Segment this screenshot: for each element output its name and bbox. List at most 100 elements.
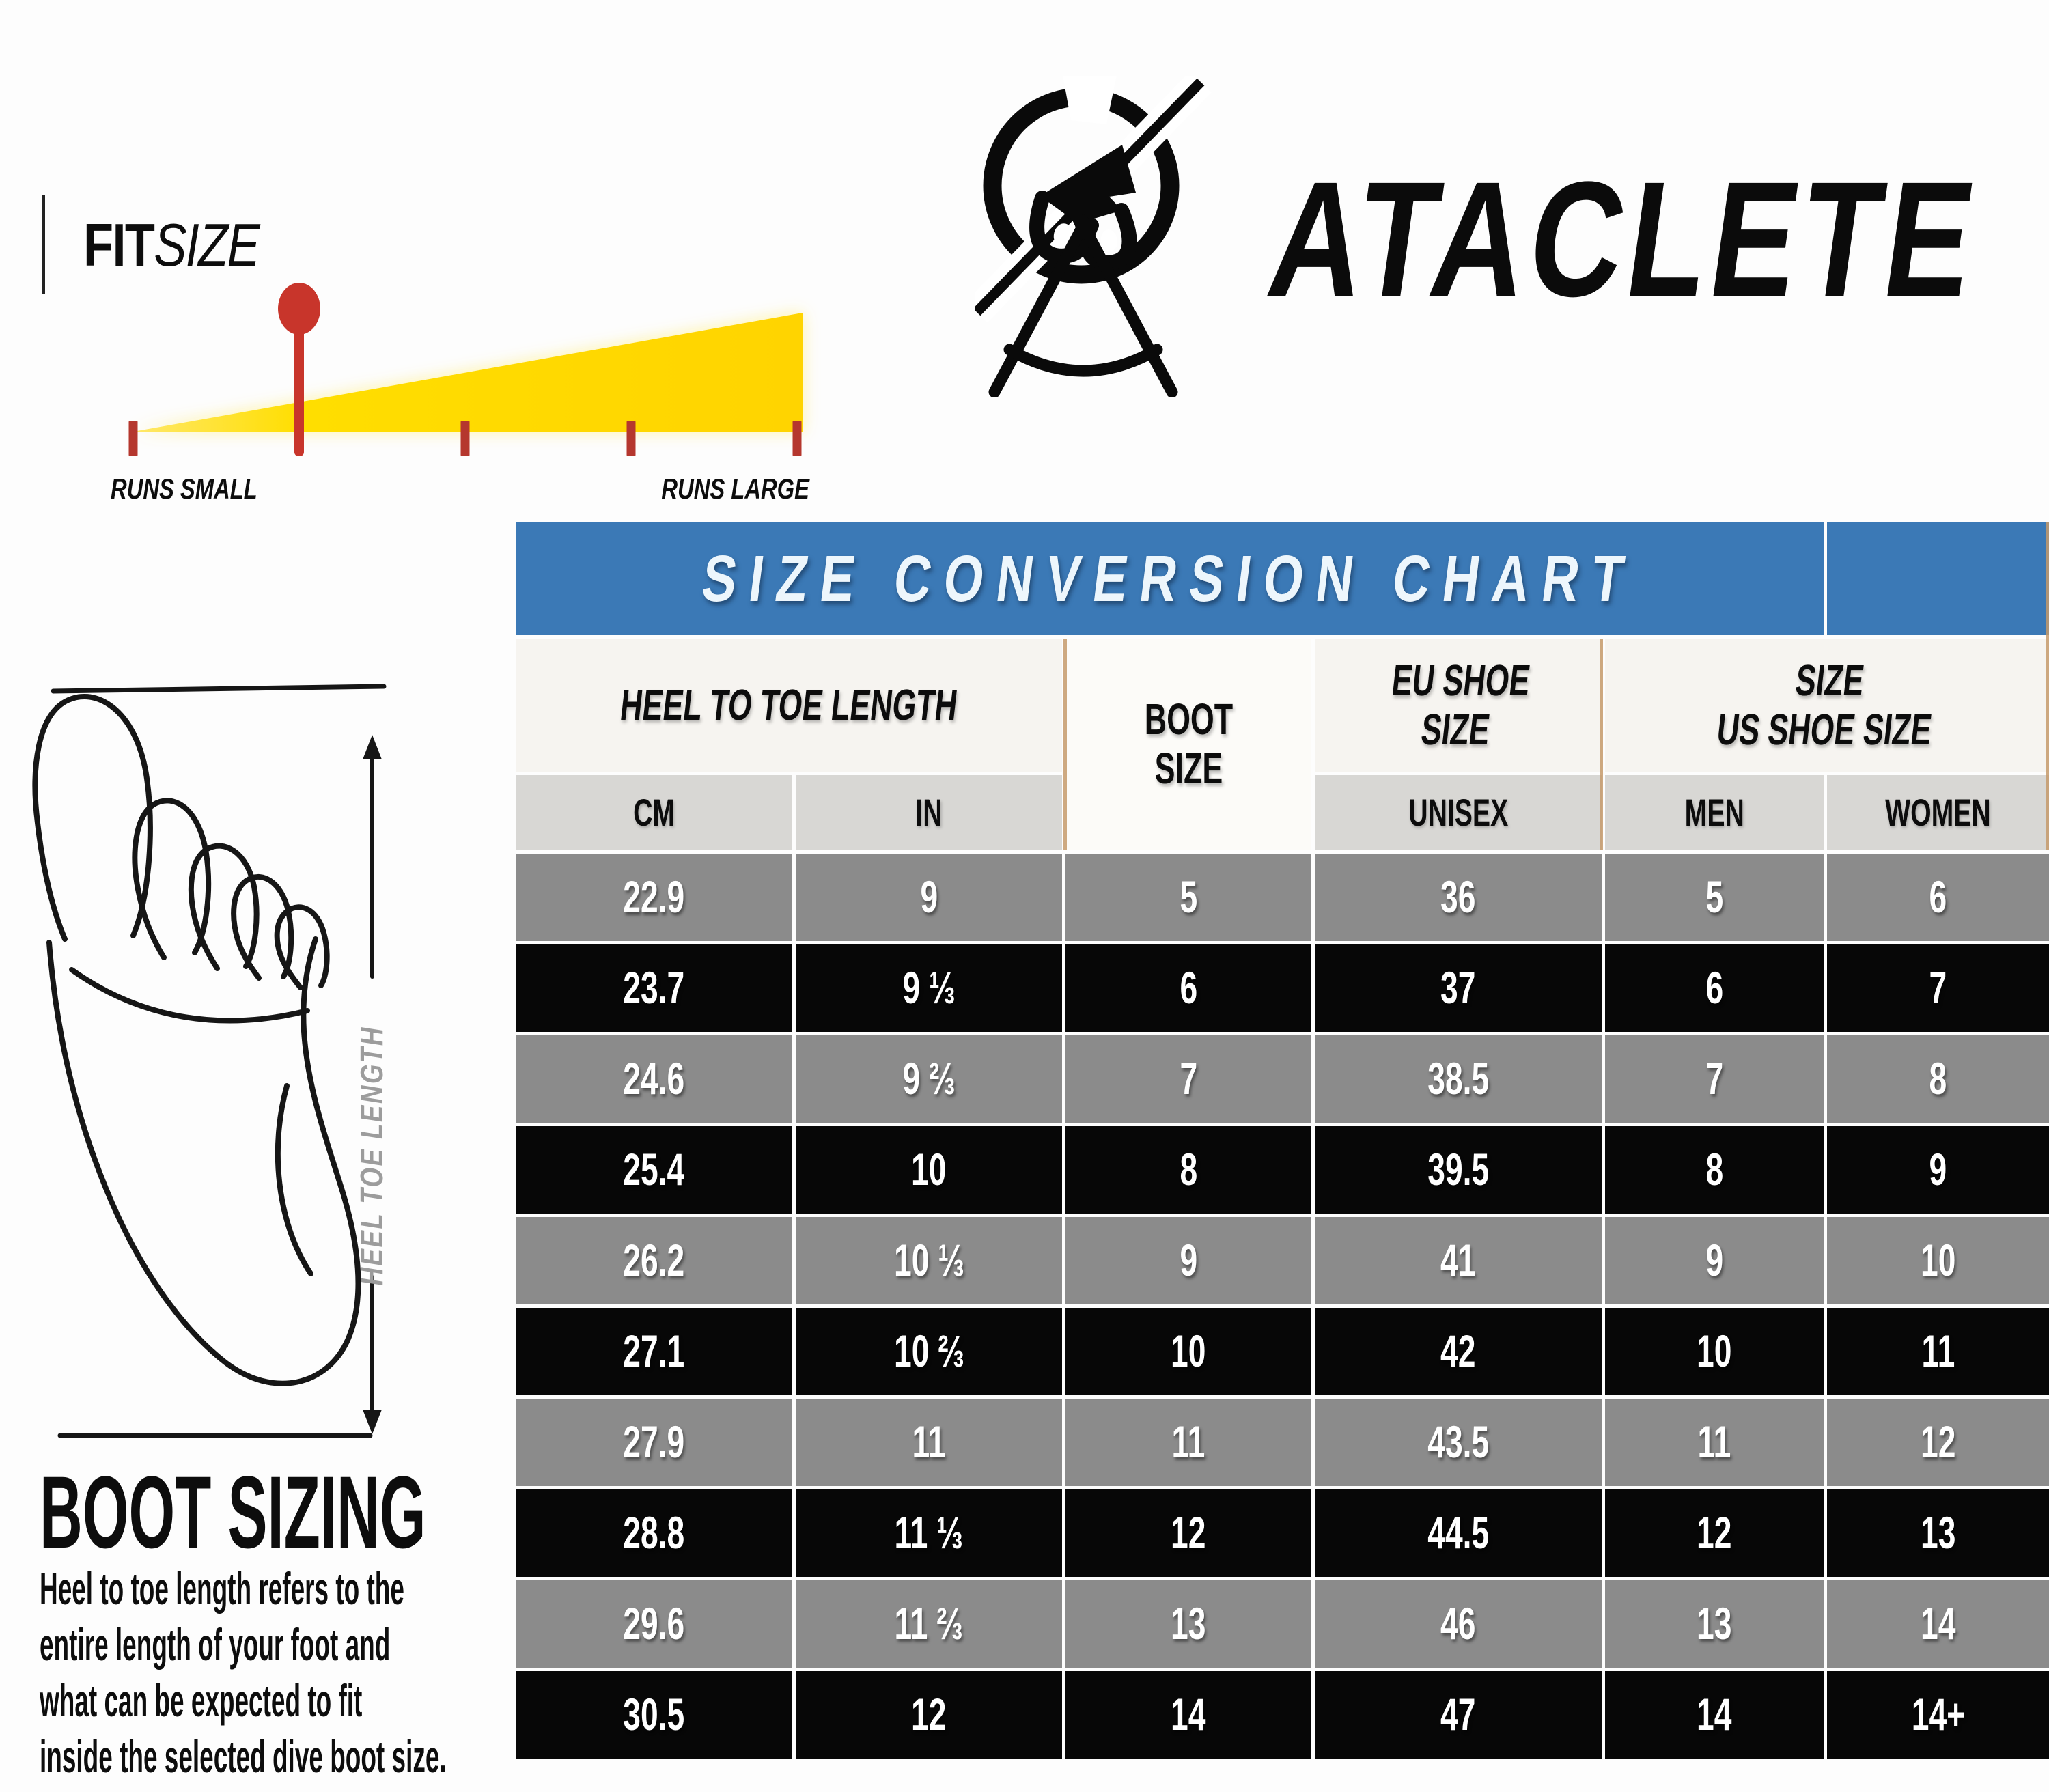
table-cell: 9 xyxy=(1605,1217,1824,1304)
chart-banner-right-segment xyxy=(1827,522,2049,635)
table-cell: 29.6 xyxy=(516,1580,792,1668)
table-cell: 12 xyxy=(796,1671,1062,1759)
table-cell-value: 8 xyxy=(1929,1053,1947,1104)
table-cell-value: 9 xyxy=(1180,1235,1197,1286)
table-cell: 36 xyxy=(1315,854,1602,941)
table-cell-value: 26.2 xyxy=(623,1235,685,1286)
table-cell: 46 xyxy=(1315,1580,1602,1668)
table-cell: 38.5 xyxy=(1315,1035,1602,1123)
chart-title-banner: SIZE CONVERSION CHART xyxy=(516,522,1824,635)
table-cell-value: 25.4 xyxy=(623,1144,685,1195)
table-cell-value: 11 ⅓ xyxy=(894,1507,964,1558)
table-cell-value: 10 xyxy=(911,1144,947,1195)
header-us-shoe-size: SIZE US SHOE SIZE xyxy=(1605,639,2049,772)
table-cell-value: 7 xyxy=(1705,1053,1723,1104)
brand-wordmark: ATACLETE xyxy=(1259,148,1990,331)
table-cell-value: 14 xyxy=(1697,1689,1732,1740)
table-cell-value: 24.6 xyxy=(623,1053,685,1104)
table-cell-value: 22.9 xyxy=(623,871,685,923)
table-cell: 41 xyxy=(1315,1217,1602,1304)
table-cell-value: 28.8 xyxy=(623,1507,685,1558)
table-cell: 9 ⅓ xyxy=(796,944,1062,1032)
table-cell-value: 37 xyxy=(1440,962,1476,1013)
table-cell-value: 6 xyxy=(1929,871,1947,923)
table-cell: 7 xyxy=(1065,1035,1311,1123)
table-cell-value: 12 xyxy=(911,1689,947,1740)
table-cell: 26.2 xyxy=(516,1217,792,1304)
table-cell: 14+ xyxy=(1827,1671,2049,1759)
table-cell: 10 xyxy=(796,1126,1062,1214)
table-cell-value: 11 ⅔ xyxy=(894,1598,964,1649)
header-boot-size: BOOT SIZE xyxy=(1065,639,1311,850)
heel-toe-length-label: HEEL TOE LENGTH xyxy=(353,1004,391,1318)
table-cell: 7 xyxy=(1827,944,2049,1032)
heel-toe-length-text: HEEL TOE LENGTH xyxy=(354,1026,389,1286)
table-cell-value: 10 ⅓ xyxy=(893,1235,964,1286)
table-cell: 39.5 xyxy=(1315,1126,1602,1214)
table-right-edge-accent xyxy=(2046,522,2049,850)
table-cell: 25.4 xyxy=(516,1126,792,1214)
fit-gauge-graphic xyxy=(128,283,803,456)
table-cell-value: 10 ⅔ xyxy=(893,1326,964,1377)
table-cell: 9 ⅔ xyxy=(796,1035,1062,1123)
table-cell: 12 xyxy=(1065,1489,1311,1577)
table-cell: 11 ⅓ xyxy=(796,1489,1062,1577)
table-cell-value: 36 xyxy=(1440,871,1476,923)
table-cell: 22.9 xyxy=(516,854,792,941)
table-cell: 12 xyxy=(1827,1399,2049,1486)
top-measure-line xyxy=(51,684,387,694)
table-cell: 8 xyxy=(1827,1035,2049,1123)
table-cell: 5 xyxy=(1605,854,1824,941)
table-cell: 5 xyxy=(1065,854,1311,941)
table-cell: 11 ⅔ xyxy=(796,1580,1062,1668)
table-cell-value: 8 xyxy=(1705,1144,1723,1195)
table-cell-value: 10 xyxy=(1697,1326,1732,1377)
header-heel-to-toe: HEEL TO TOE LENGTH xyxy=(516,639,1062,772)
table-cell: 11 xyxy=(1065,1399,1311,1486)
table-cell: 47 xyxy=(1315,1671,1602,1759)
table-cell-value: 13 xyxy=(1920,1507,1956,1558)
table-cell: 8 xyxy=(1065,1126,1311,1214)
table-cell-value: 5 xyxy=(1180,871,1197,923)
table-cell-value: 11 xyxy=(1921,1326,1955,1377)
subheader-unisex: UNISEX xyxy=(1315,775,1602,850)
table-cell: 11 xyxy=(1605,1399,1824,1486)
table-cell-value: 12 xyxy=(1171,1507,1206,1558)
table-cell: 9 xyxy=(1827,1126,2049,1214)
size-label: SIZE xyxy=(154,211,260,279)
table-cell-value: 6 xyxy=(1705,962,1723,1013)
table-cell-value: 12 xyxy=(1920,1416,1956,1468)
table-cell-value: 14 xyxy=(1171,1689,1206,1740)
table-cell-value: 14 xyxy=(1920,1598,1956,1649)
table-cell: 11 xyxy=(796,1399,1062,1486)
table-cell: 13 xyxy=(1827,1489,2049,1577)
table-cell: 27.9 xyxy=(516,1399,792,1486)
table-cell: 14 xyxy=(1827,1580,2049,1668)
table-cell: 10 xyxy=(1065,1308,1311,1395)
table-cell-value: 41 xyxy=(1440,1235,1476,1286)
table-cell: 13 xyxy=(1065,1580,1311,1668)
subheader-men: MEN xyxy=(1605,775,1824,850)
table-cell-value: 10 xyxy=(1171,1326,1206,1377)
table-cell-value: 13 xyxy=(1171,1598,1206,1649)
table-cell-value: 9 xyxy=(920,871,938,923)
table-cell-value: 10 xyxy=(1920,1235,1956,1286)
table-cell: 28.8 xyxy=(516,1489,792,1577)
table-cell-value: 30.5 xyxy=(623,1689,685,1740)
left-edge-line xyxy=(42,195,45,294)
header-divider-accent xyxy=(1063,639,1067,850)
table-cell: 24.6 xyxy=(516,1035,792,1123)
table-cell: 9 xyxy=(1065,1217,1311,1304)
header-eu-shoe-size: EU SHOE SIZE xyxy=(1315,639,1602,772)
header-divider-accent xyxy=(1600,639,1603,850)
chart-title: SIZE CONVERSION CHART xyxy=(698,542,1641,615)
ataclete-logo-icon xyxy=(975,76,1212,397)
table-cell-value: 11 xyxy=(1697,1416,1731,1468)
table-cell-value: 46 xyxy=(1440,1598,1476,1649)
boot-sizing-description: Heel to toe length refers to the entire … xyxy=(40,1563,447,1782)
table-cell-value: 27.9 xyxy=(623,1416,685,1468)
table-cell: 42 xyxy=(1315,1308,1602,1395)
table-cell: 10 xyxy=(1827,1217,2049,1304)
table-cell-value: 14+ xyxy=(1911,1689,1965,1740)
